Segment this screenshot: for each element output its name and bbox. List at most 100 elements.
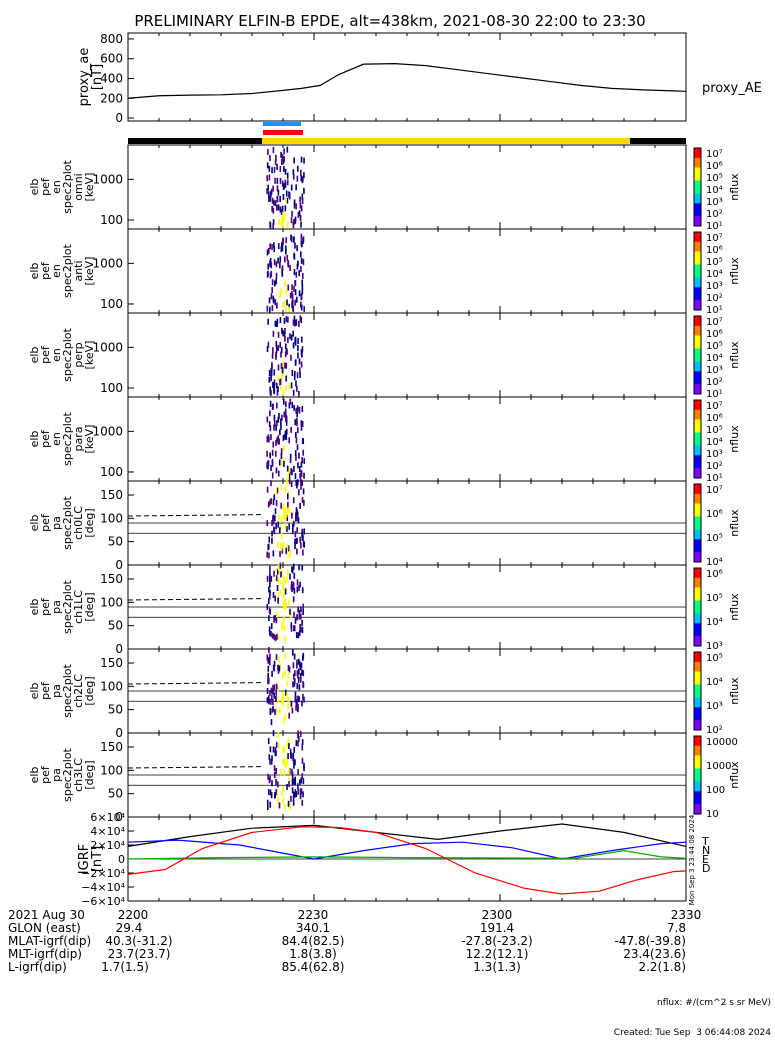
proxy_ae-ytick-label: 600	[100, 52, 123, 66]
en_para-cell	[294, 450, 297, 457]
en_perp-ylabel: en	[50, 348, 63, 362]
en_omni-cell	[284, 205, 287, 212]
pa_ch0-ytick-label: 100	[100, 511, 123, 525]
en_perp-colorbar-tick: 10⁴	[706, 353, 723, 364]
en_anti-colorbar-tick: 10³	[706, 281, 723, 292]
pa_ch0-cell	[276, 487, 279, 494]
pa_ch0-cell	[275, 488, 277, 495]
pa_ch0-cell	[282, 542, 285, 549]
pa_ch0-cell	[294, 515, 297, 522]
pa_ch3-dashed-lc	[127, 766, 263, 769]
pa_ch0-cell	[294, 531, 297, 538]
proxy_ae-ylabel: proxy_ae	[77, 48, 92, 107]
pa_ch1-cell	[290, 625, 293, 632]
ephem-l-2: 1.3(1.3)	[473, 960, 521, 974]
pa_ch0-cell	[283, 508, 286, 515]
en_omni-cell	[278, 218, 280, 225]
en_perp-cell	[296, 372, 299, 379]
pa_ch1-cell	[301, 587, 304, 594]
panel-en_para: 1001000elbpefenspec2plotpara[keV]10⁷10⁶1…	[28, 396, 741, 484]
pa_ch0-colorbar-cell	[694, 552, 701, 556]
en_perp-cell	[284, 335, 286, 342]
panel-pa_ch2: 050100150elbpefpaspec2plotch2LC[deg]10⁵1…	[28, 647, 741, 740]
pa_ch0-cell	[266, 520, 269, 527]
en_omni-cell	[276, 185, 279, 192]
en_para-cell	[296, 444, 299, 451]
pa_ch3-cell	[274, 749, 277, 756]
pa_ch1-cell	[290, 622, 293, 629]
pa_ch0-cell	[279, 524, 282, 531]
en_omni-cell	[276, 177, 279, 184]
pa_ch1-cell	[301, 619, 303, 626]
panel-en_omni: 1001000elbpefenspec2plotomni[keV]10⁷10⁶1…	[28, 144, 741, 232]
pa_ch0-cell	[296, 479, 299, 486]
en_para-colorbar-cell	[694, 465, 701, 469]
en_omni-cell	[290, 184, 293, 191]
pa_ch1-ylabel: elb	[28, 599, 41, 616]
pa_ch1-cell	[297, 632, 300, 639]
pa_ch2-cell	[302, 670, 305, 677]
pa_ch1-colorbar-tick: 10³	[706, 641, 723, 652]
en_perp-colorbar-cell	[694, 358, 701, 362]
pa_ch0-cell	[273, 494, 276, 501]
en_anti-colorbar-tick: 10⁷	[706, 233, 723, 244]
en_anti-cell	[301, 241, 303, 248]
pa_ch1-cell	[276, 611, 278, 618]
pa_ch3-cell	[295, 790, 298, 797]
pa_ch1-cell	[268, 626, 271, 633]
en_perp-ylabel: [keV]	[83, 341, 96, 370]
en_omni-colorbar-tick: 10⁴	[706, 185, 723, 196]
en_para-cell	[298, 466, 301, 473]
en_anti-cell	[300, 304, 303, 311]
en_anti-colorbar-cell	[694, 287, 701, 291]
pa_ch2-ylabel: spec2plot	[61, 664, 74, 718]
en_perp-cell	[294, 370, 296, 377]
pa_ch1-cell	[279, 579, 281, 586]
pa_ch2-cell	[276, 707, 278, 714]
en_perp-colorbar-cell	[694, 342, 701, 346]
en_para-cell	[300, 461, 303, 468]
en_perp-cell	[287, 316, 289, 323]
proxy_ae-ylabel: [nT]	[90, 64, 105, 90]
pa_ch2-cell	[269, 653, 271, 660]
ephem-label-l: L-igrf(dip)	[8, 960, 67, 974]
pa_ch3-cell	[268, 754, 271, 761]
en_para-cell	[281, 414, 283, 421]
en_para-cell	[276, 402, 278, 409]
en_omni-colorbar-frame	[693, 147, 702, 227]
pa_ch0-colorbar-tick: 10⁵	[706, 533, 723, 544]
en_para-colorbar-tick: 10⁷	[706, 401, 723, 412]
en_para-ytick-label: 1000	[92, 424, 123, 438]
en_para-cell	[297, 462, 299, 469]
pa_ch0-cell	[301, 528, 304, 535]
pa_ch0-cell	[272, 550, 275, 557]
en_omni-cell	[269, 155, 271, 162]
en_perp-colorbar-tick: 10¹	[706, 389, 723, 400]
pa_ch0-cell	[266, 551, 268, 558]
en_omni-colorbar-cell	[694, 222, 701, 227]
panel-pa_ch1: 050100150elbpefpaspec2plotch1LC[deg]10⁶1…	[28, 562, 741, 656]
pa_ch0-cell	[292, 497, 295, 504]
pa_ch3-cell	[290, 751, 292, 758]
pa_ch0-ylabel: spec2plot	[61, 496, 74, 550]
en_perp-cell	[266, 346, 269, 353]
pa_ch2-colorbar-tick: 10⁵	[706, 653, 723, 664]
pa_ch3-colorbar-cell	[694, 771, 701, 776]
en_anti-cell	[269, 306, 271, 313]
pa_ch3-cell	[286, 741, 289, 748]
ephem-mlat-1: 84.4(82.5)	[281, 934, 345, 948]
en_anti-cell	[300, 233, 303, 240]
pa_ch0-cell	[291, 512, 293, 519]
pa_ch2-cell	[274, 708, 276, 715]
en_anti-ylabel: elb	[28, 263, 41, 280]
pa_ch3-cell	[299, 793, 302, 800]
en_omni-colorbar-label: nflux	[728, 173, 741, 201]
en_anti-ytick-label: 1000	[92, 256, 123, 270]
en_anti-cell	[285, 288, 288, 295]
pa_ch0-cell	[274, 515, 276, 522]
en_perp-cell	[270, 369, 273, 376]
en_anti-cell	[293, 253, 296, 260]
en_para-cell	[284, 433, 286, 440]
pa_ch0-cell	[303, 541, 306, 548]
